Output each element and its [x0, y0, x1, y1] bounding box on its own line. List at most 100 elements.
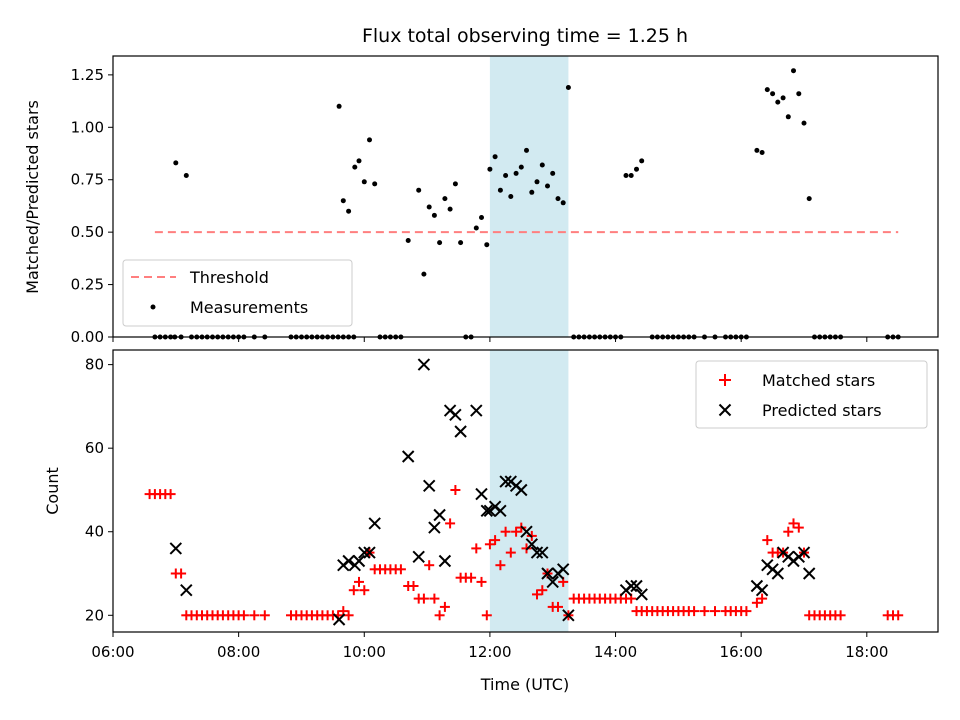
matched-star-point [741, 606, 752, 617]
legend-predicted-label: Predicted stars [762, 401, 882, 420]
x-axis-label: Time (UTC) [480, 675, 569, 694]
measurement-point [352, 164, 358, 170]
measurement-point [545, 183, 550, 189]
matched-star-point [893, 610, 904, 621]
predicted-star-point [536, 546, 549, 559]
matched-star-point [259, 610, 270, 621]
top-panel: 0.00 0.25 0.50 0.75 1.00 1.25 Matched/Predict… [23, 55, 939, 346]
predicted-star-point [635, 588, 648, 601]
measurement-point [550, 170, 556, 176]
matched-star-point [511, 526, 522, 537]
predicted-star-point [401, 450, 415, 463]
legend-predicted-swatch [718, 403, 732, 417]
x-tick-label: 18:00 [845, 643, 888, 661]
measurement-point [628, 173, 634, 178]
matched-star-point [500, 526, 511, 537]
matched-star-point [835, 610, 846, 621]
matched-star-point [788, 518, 799, 529]
predicted-star-point [630, 579, 643, 593]
matched-star-point [762, 535, 773, 546]
measurement-point [426, 204, 432, 210]
predicted-star-point [438, 554, 452, 568]
predicted-star-point [525, 538, 539, 551]
legend-measurements-label: Measurements [190, 298, 308, 317]
measurement-point [775, 99, 781, 105]
predicted-star-point [755, 583, 769, 597]
matched-star-point [689, 606, 700, 617]
measurement-point [487, 166, 493, 172]
measurement-point [754, 147, 760, 153]
bottom-y-tick-label: 60 [85, 439, 104, 457]
top-shaded-span [489, 56, 569, 337]
predicted-star-point [454, 425, 467, 438]
predicted-star-point [546, 575, 559, 589]
top-y-tick-label: 0.25 [71, 276, 104, 294]
matched-star-point [532, 589, 542, 600]
top-axes-frame [112, 55, 939, 338]
matched-star-point [481, 610, 492, 621]
bottom-axes-frame [112, 349, 939, 633]
measurement-point [623, 173, 629, 178]
predicted-star-point [771, 567, 785, 580]
measurement-point [513, 170, 519, 176]
matched-star-point [484, 539, 495, 550]
matched-star-point [434, 610, 445, 621]
matched-star-point [505, 547, 516, 558]
predicted-star-point [802, 567, 816, 580]
matched-star-point [343, 610, 354, 621]
measurement-point [437, 240, 443, 246]
matched-star-point [553, 601, 563, 612]
matched-star-point [238, 610, 249, 621]
matched-star-point [699, 606, 710, 617]
measurement-point [356, 158, 362, 164]
measurement-point [340, 198, 346, 204]
measurement-point [447, 206, 453, 212]
bottom-legend-box [695, 360, 928, 429]
predicted-star-point [541, 567, 554, 580]
bottom-y-tick-label: 40 [85, 523, 104, 541]
measurement-point [492, 154, 498, 160]
top-measurements-layer [152, 68, 901, 340]
predicted-star-point [470, 404, 483, 417]
predicted-star-point [412, 550, 425, 564]
predicted-star-point [562, 609, 575, 622]
predicted-star-point [169, 542, 183, 555]
matched-star-point [445, 518, 456, 529]
predicted-star-point [180, 583, 193, 597]
predicted-star-point [624, 579, 638, 593]
predicted-star-point [494, 504, 507, 518]
predicted-star-point [530, 546, 544, 559]
measurement-point [497, 187, 503, 193]
predicted-star-point [358, 546, 371, 559]
measurement-point [405, 238, 411, 243]
predicted-star-point [556, 563, 570, 576]
x-tick-label: 10:00 [343, 643, 386, 661]
top-y-tick-label: 1.00 [71, 118, 104, 136]
legend-matched-swatch [719, 374, 731, 386]
top-ticks: 0.00 0.25 0.50 0.75 1.00 1.25 [71, 66, 868, 346]
x-tick-label: 06:00 [91, 643, 134, 661]
predicted-star-point [428, 521, 441, 534]
predicted-star-point [475, 487, 488, 501]
predicted-star-point [499, 475, 512, 488]
legend-matched-label: Matched stars [762, 371, 875, 390]
matched-star-point [429, 593, 440, 604]
x-tick-label: 08:00 [217, 643, 260, 661]
measurement-point [479, 215, 484, 220]
measurement-point [785, 114, 791, 120]
measurement-point [524, 147, 529, 153]
measurement-point [452, 181, 458, 187]
matched-star-point [710, 606, 720, 617]
measurement-point [770, 91, 776, 97]
x-tick-label: 14:00 [594, 643, 637, 661]
measurement-point [473, 225, 479, 231]
measurement-point [518, 164, 524, 170]
predicted-star-point [422, 479, 436, 493]
predicted-star-point [433, 508, 446, 522]
matched-star-point [450, 485, 461, 495]
matched-star-point [439, 601, 450, 612]
bottom-y-tick-label: 80 [85, 356, 104, 374]
measurement-point [759, 150, 765, 155]
measurement-point [346, 208, 352, 214]
measurement-point [503, 173, 509, 178]
